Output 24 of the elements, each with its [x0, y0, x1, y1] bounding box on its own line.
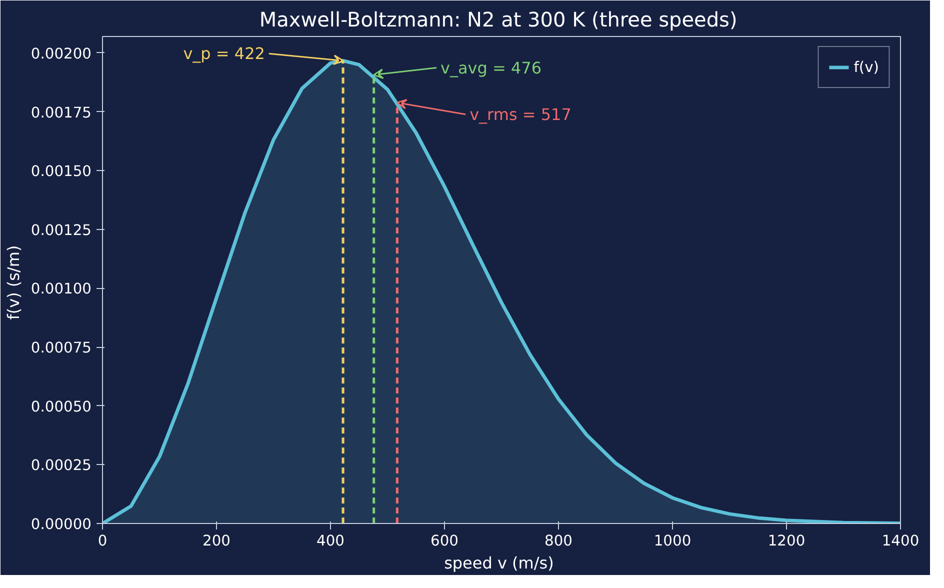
y-tick-label: 0.00100: [30, 280, 92, 298]
x-tick-label: 400: [316, 532, 344, 550]
annotation: v_avg = 476: [440, 58, 542, 78]
x-tick-label: 1200: [768, 532, 806, 550]
x-tick-label: 1000: [654, 532, 692, 550]
x-tick-label: 600: [430, 532, 458, 550]
x-axis-title: speed v (m/s): [444, 554, 554, 572]
y-tick-label: 0.00125: [30, 222, 92, 239]
x-tick-label: 200: [202, 532, 230, 550]
y-tick-label: 0.00025: [30, 457, 92, 474]
y-tick-label: 0.00175: [30, 104, 92, 122]
annotation: v_rms = 517: [470, 104, 572, 124]
y-axis-title: f(v) (s/m): [4, 245, 23, 320]
y-tick-label: 0.00075: [30, 340, 92, 357]
y-tick-label: 0.00150: [30, 163, 92, 180]
x-tick-label: 0: [98, 532, 108, 550]
y-tick-label: 0.00000: [30, 516, 92, 533]
x-tick-label: 800: [544, 532, 572, 550]
legend-label: f(v): [854, 58, 879, 76]
annotation: v_p = 422: [183, 44, 265, 64]
y-tick-label: 0.00200: [30, 45, 92, 62]
x-tick-label: 1400: [882, 532, 920, 550]
y-tick-label: 0.00050: [30, 398, 92, 416]
chart-title: Maxwell-Boltzmann: N2 at 300 K (three speeds): [259, 8, 738, 32]
